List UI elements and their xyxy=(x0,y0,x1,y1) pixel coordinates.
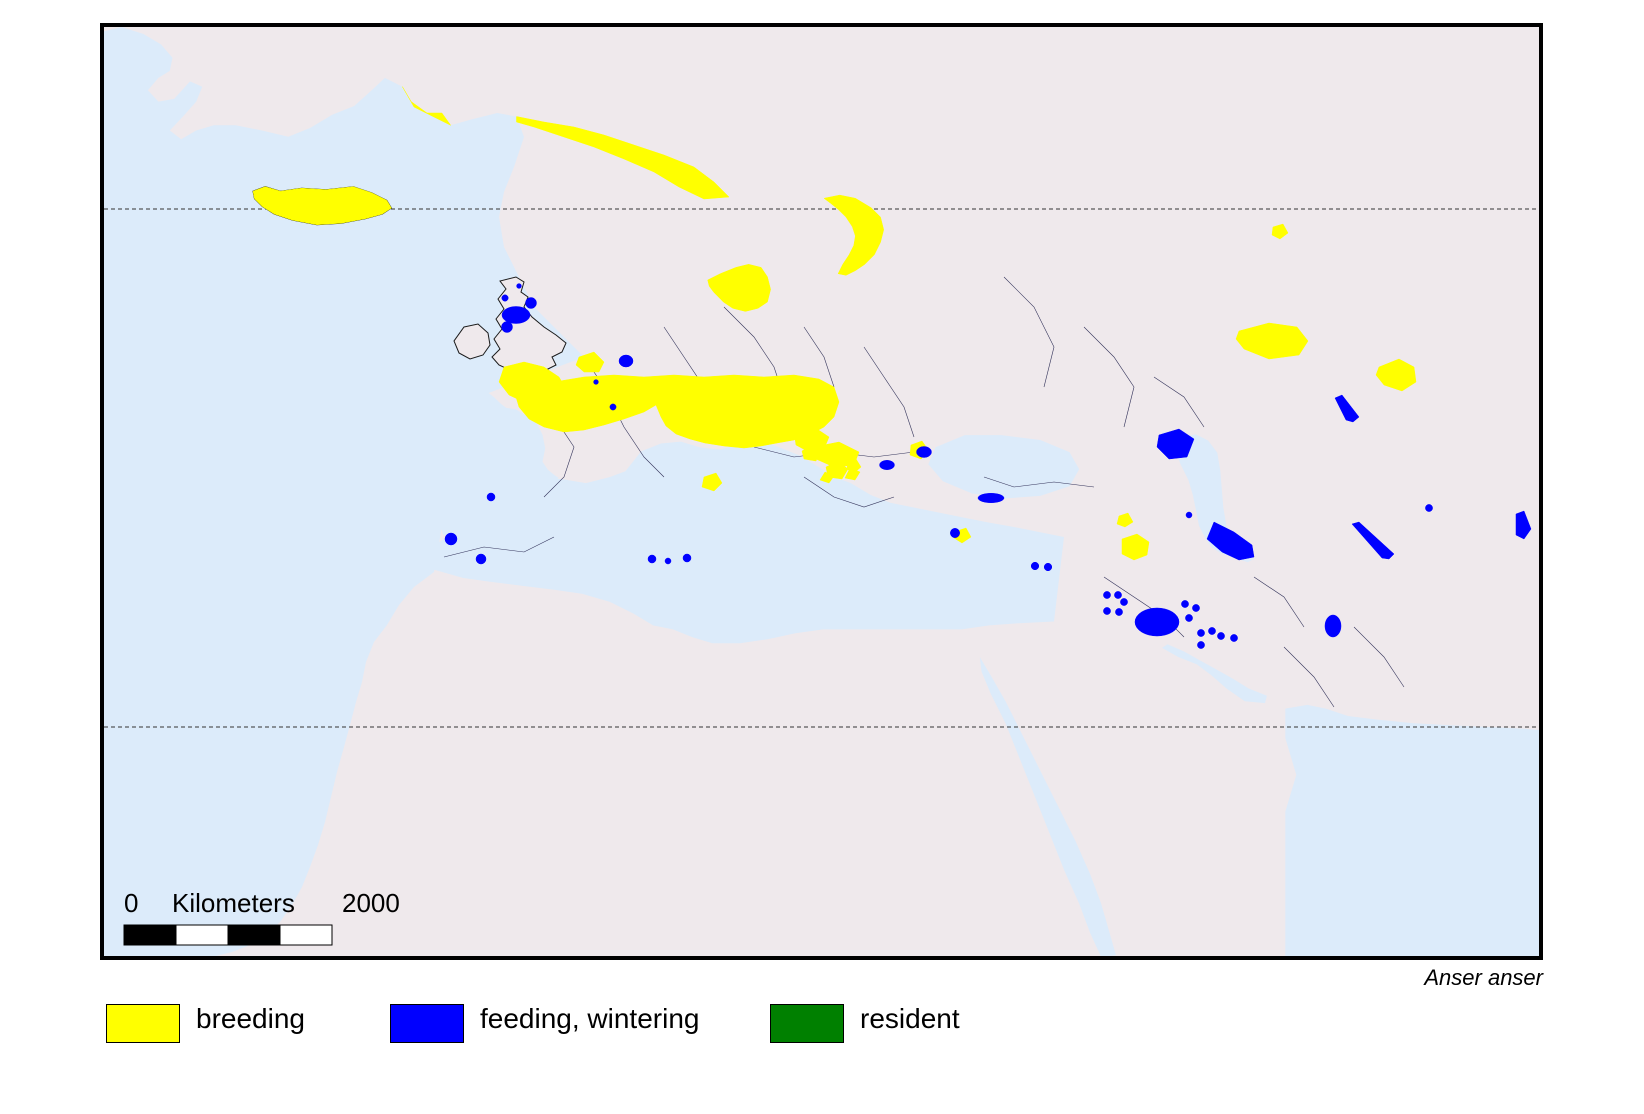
svg-text:Kilometers: Kilometers xyxy=(172,888,295,918)
svg-text:0: 0 xyxy=(124,888,138,918)
svg-text:2000: 2000 xyxy=(342,888,400,918)
